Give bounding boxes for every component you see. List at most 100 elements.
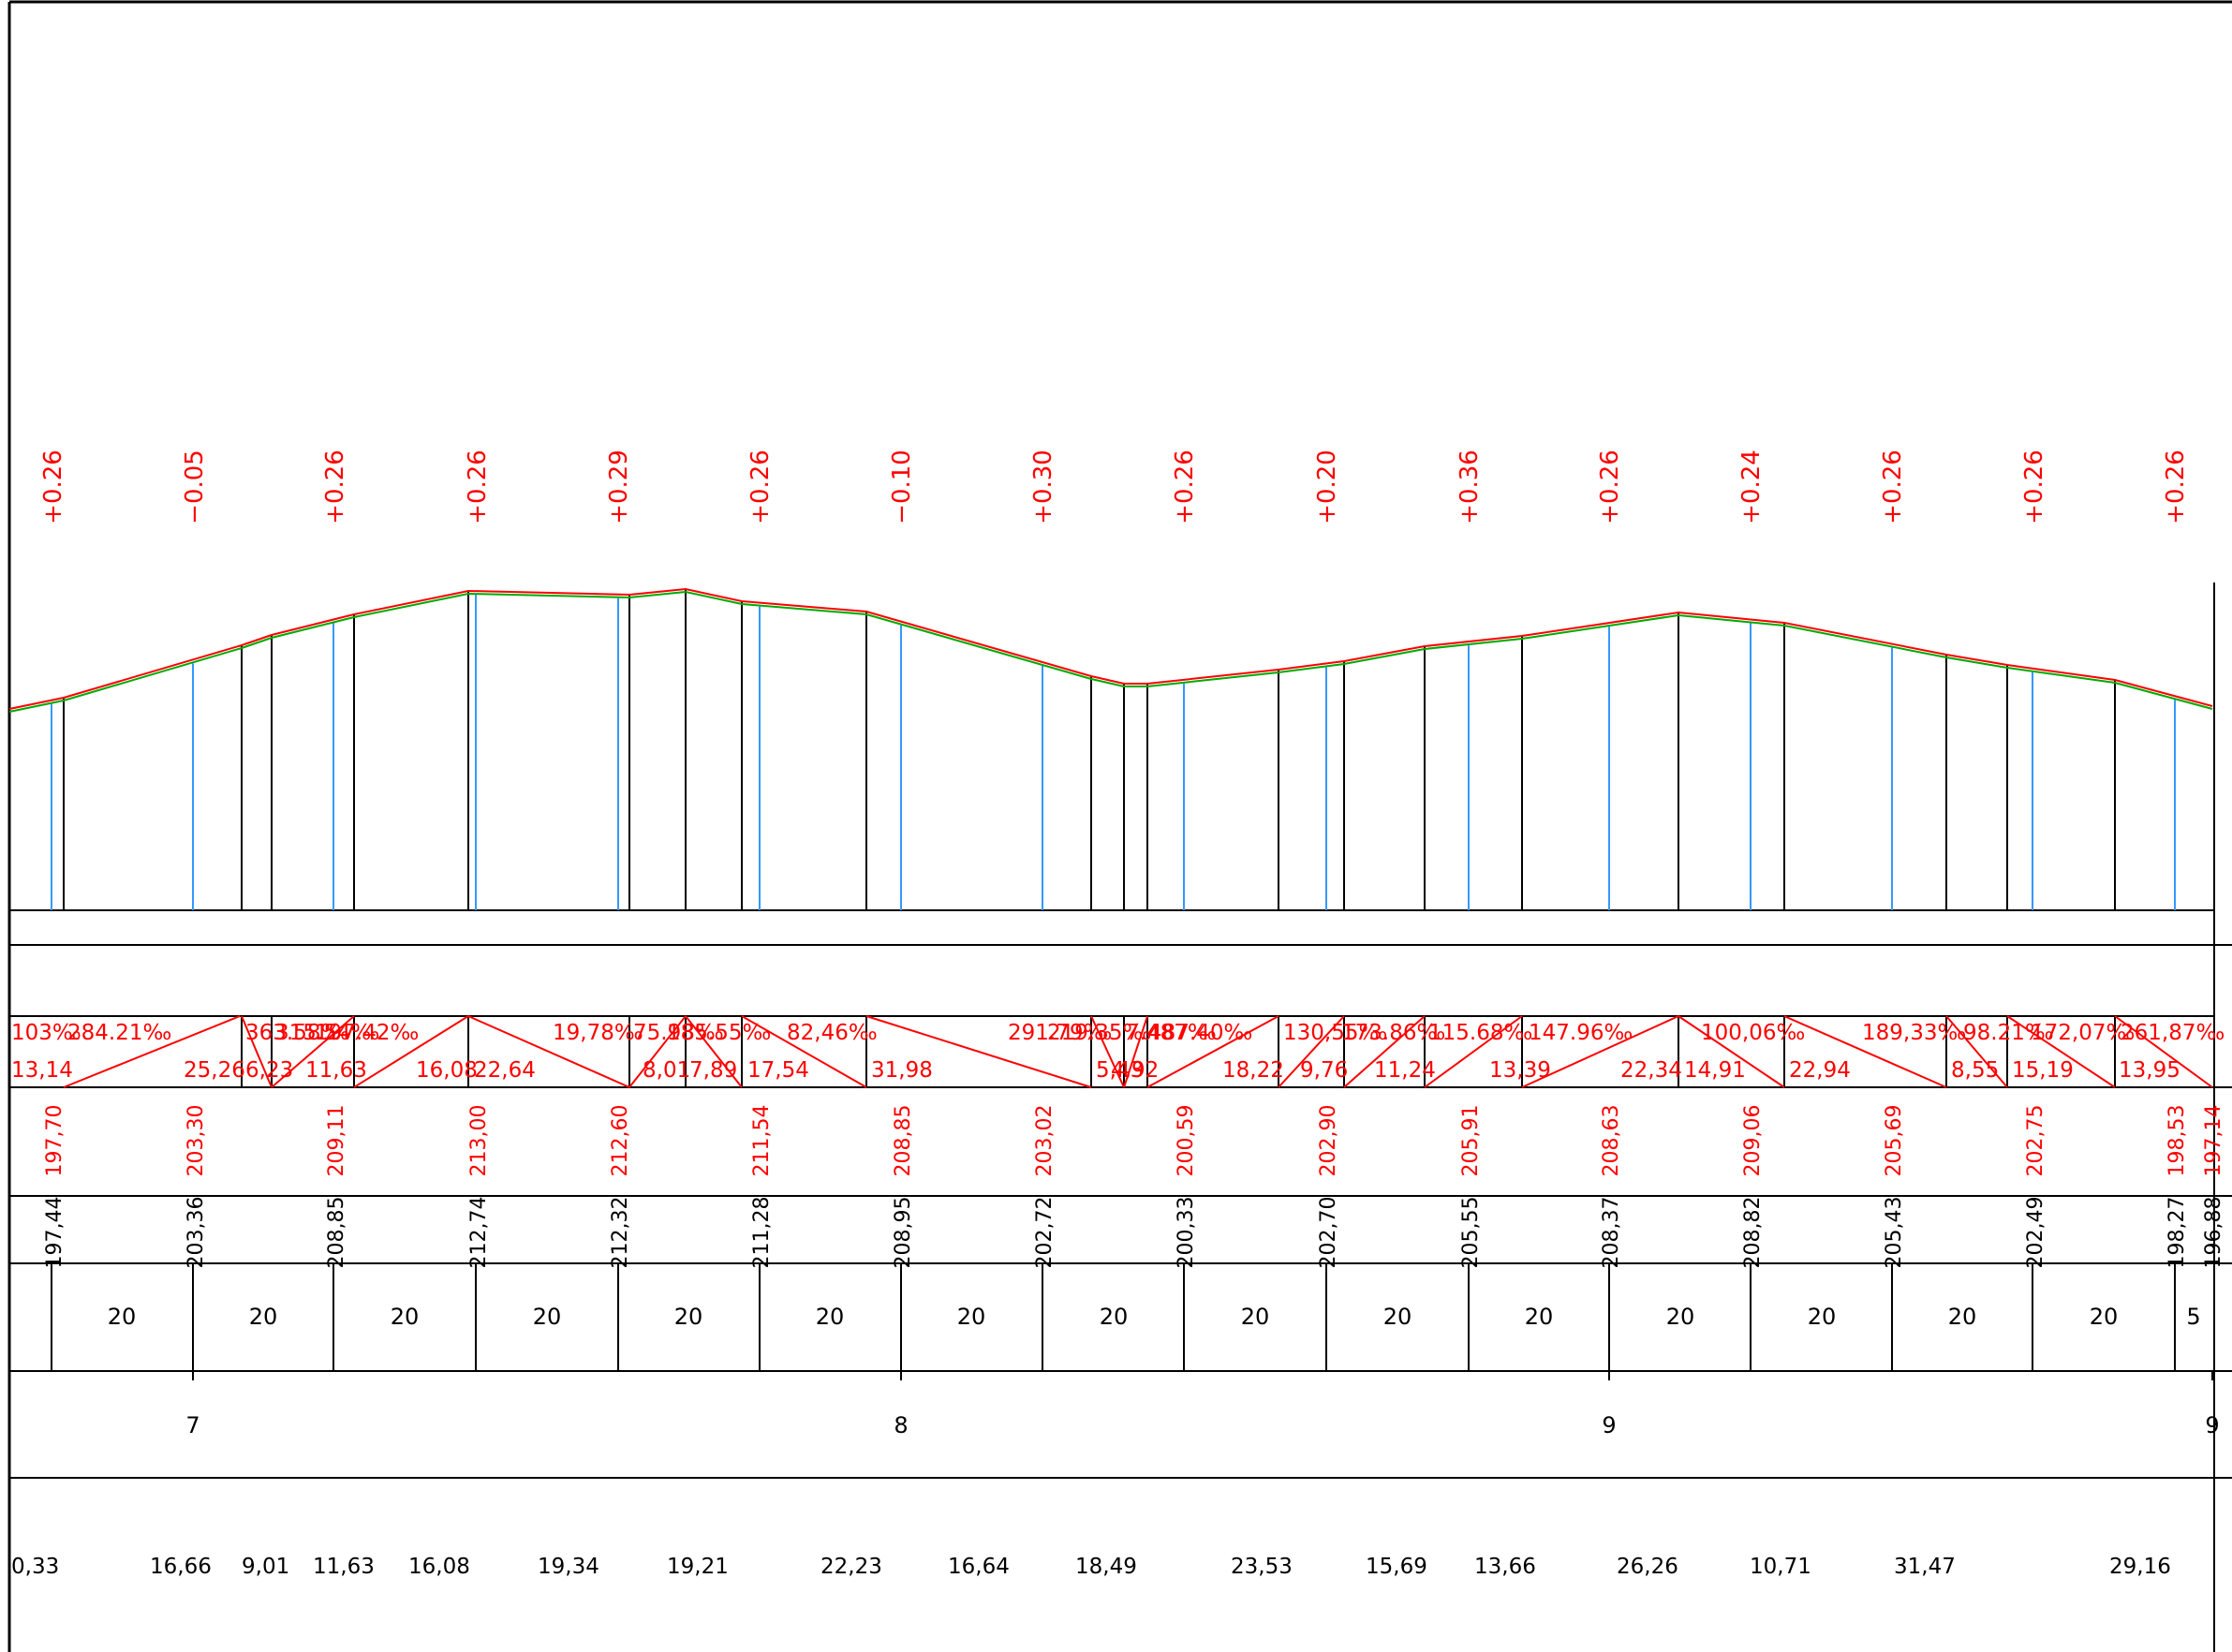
ground-profile-line [8, 590, 2213, 713]
distance-label: 20 [391, 1304, 420, 1330]
slope-diagonal [1123, 1015, 1148, 1088]
offset-label: +0.20 [1313, 450, 1341, 524]
ground-elevation: 205,55 [1459, 1197, 1483, 1269]
offset-label: +0.30 [1029, 450, 1057, 524]
distance-label: 20 [108, 1304, 137, 1330]
slope-diagonal [1343, 1015, 1426, 1088]
slope-percent: 172,07‰ [2031, 1021, 2135, 1045]
ground-elevation: 208,95 [892, 1197, 915, 1269]
slope-diagonal [1090, 1015, 1125, 1088]
slope-diagonal [1146, 1015, 1279, 1088]
slope-diagonal [2114, 1015, 2213, 1088]
slope-length: 4,92 [1111, 1058, 1159, 1083]
distance-label: 5 [2186, 1304, 2200, 1330]
slope-length: 15,19 [2012, 1058, 2074, 1083]
distance-label: 20 [2090, 1304, 2119, 1330]
slope-percent: 147.96‰ [1529, 1021, 1633, 1045]
slope-percent: 363.58‰ [245, 1021, 349, 1045]
chainage-label: 9 [2205, 1412, 2219, 1438]
offset-label: +0.26 [2020, 450, 2048, 524]
ground-elevation: 205,43 [1883, 1197, 1906, 1269]
slope-percent: 130,55‰ [1283, 1021, 1387, 1045]
span-distance: 9,01 [242, 1555, 289, 1579]
design-elevation: 203,02 [1033, 1105, 1057, 1177]
slope-percent: 261,87‰ [2121, 1021, 2225, 1045]
offset-label: +0.36 [1456, 450, 1484, 524]
design-elevation: 209,11 [325, 1105, 348, 1177]
slope-length: 11,63 [305, 1058, 367, 1083]
profile-lines [8, 587, 2213, 713]
slope-percent: 173.86‰ [1341, 1021, 1445, 1045]
span-distance: 16,64 [948, 1555, 1010, 1579]
design-elevation: 213,00 [467, 1105, 491, 1177]
slope-length: 7,89 [689, 1058, 737, 1083]
slope-diagonal [865, 1015, 1092, 1088]
ground-elevation: 197,44 [43, 1197, 67, 1269]
slope-length: 16,08 [416, 1058, 478, 1083]
distance-label: 20 [1525, 1304, 1554, 1330]
ground-elevation-row: 197,44 203,36 208,85 212,74 212,32 211,28 208,… [43, 1197, 2225, 1269]
ground-elevation: 202,70 [1317, 1197, 1340, 1269]
slope-diagonal [467, 1015, 630, 1088]
span-distance: 23,53 [1231, 1555, 1293, 1579]
slope-diagonal [1678, 1015, 1785, 1088]
distance-label: 20 [816, 1304, 845, 1330]
slope-length: 25,26 [184, 1058, 245, 1083]
design-elevation: 212,60 [609, 1105, 632, 1177]
design-elevation: 203,30 [185, 1105, 208, 1177]
span-distance: 31,47 [1894, 1555, 1956, 1579]
offset-label: −0.05 [181, 450, 209, 524]
slope-percent: 115.68‰ [1428, 1021, 1532, 1045]
ground-elevation: 208,82 [1741, 1197, 1765, 1269]
design-profile-line [8, 587, 2213, 710]
offset-label: +0.26 [464, 450, 492, 524]
distance-row: 20 20 20 20 20 20 20 20 20 20 20 20 20 20 20 5 [51, 1263, 2201, 1371]
design-elevation: 200,59 [1175, 1105, 1198, 1177]
slope-diagonal [1521, 1015, 1679, 1088]
slope-length: 8,01 [643, 1058, 690, 1083]
slope-length: 14,91 [1684, 1058, 1746, 1083]
distance-label: 20 [533, 1304, 562, 1330]
offset-label: +0.26 [321, 450, 349, 524]
offset-label: +0.26 [746, 450, 775, 524]
slope-percent: 284.21‰ [67, 1021, 171, 1045]
offset-labels: +0.26 −0.05 +0.26 +0.26 +0.29 +0.26 −0.10 +0.30… [39, 450, 2190, 524]
slope-length: 22,94 [1789, 1058, 1851, 1083]
distance-label: 20 [249, 1304, 278, 1330]
span-distance: 13,66 [1474, 1555, 1536, 1579]
design-elevation: 197,14 [2202, 1105, 2225, 1177]
table-grid [9, 909, 2232, 1479]
distance-label: 20 [674, 1304, 703, 1330]
offset-label: +0.26 [1879, 450, 1907, 524]
slope-diagonal [628, 1015, 687, 1088]
ground-elevation: 212,32 [609, 1197, 632, 1269]
drawing-frame [7, 0, 2232, 1652]
slope-length: 31,98 [871, 1058, 933, 1083]
slope-diagonal [353, 1015, 469, 1088]
ground-elevation: 212,74 [467, 1197, 491, 1269]
distance-label: 20 [1666, 1304, 1695, 1330]
ground-elevation: 202,49 [2024, 1197, 2047, 1269]
slope-length: 13,95 [2119, 1058, 2180, 1083]
slope-length: 18,22 [1222, 1058, 1284, 1083]
span-distance: 10,71 [1750, 1555, 1811, 1579]
distance-label: 20 [1383, 1304, 1412, 1330]
slope-percent: 75.98‰ [633, 1021, 724, 1045]
slope-length: 6,23 [245, 1058, 293, 1083]
span-distance: 22,23 [820, 1555, 882, 1579]
slope-diagonal [271, 1015, 355, 1088]
slope-percent: 100,06‰ [1701, 1021, 1805, 1045]
slope-diagonal [2006, 1015, 2116, 1088]
slope-percent: 315.54‰ [275, 1021, 379, 1045]
slope-length: 13,14 [11, 1058, 73, 1083]
slope-diagonal [1278, 1015, 1345, 1088]
slope-percent: 185.55‰ [667, 1021, 771, 1045]
slope-length: 22,64 [474, 1058, 536, 1083]
slope-diagonal [63, 1015, 241, 1088]
slope-percent: 219.35‰ [1047, 1021, 1151, 1045]
span-distance: 26,26 [1617, 1555, 1678, 1579]
ground-elevation: 202,72 [1033, 1197, 1057, 1269]
span-distance: 29,16 [2109, 1555, 2171, 1579]
chainage-row: 7 8 9 9 [185, 1371, 2220, 1438]
